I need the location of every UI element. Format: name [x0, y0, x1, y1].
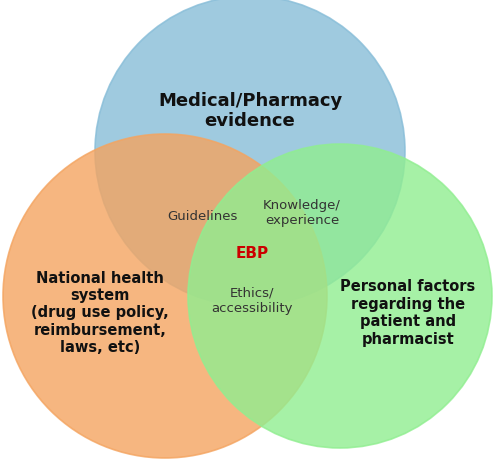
Text: Personal factors
regarding the
patient and
pharmacist: Personal factors regarding the patient a… [340, 279, 475, 347]
Text: Medical/Pharmacy
evidence: Medical/Pharmacy evidence [158, 91, 342, 130]
Text: EBP: EBP [236, 245, 268, 260]
Circle shape [188, 144, 492, 448]
Circle shape [95, 0, 405, 306]
Text: National health
system
(drug use policy,
reimbursement,
laws, etc): National health system (drug use policy,… [31, 271, 169, 355]
Text: Guidelines: Guidelines [167, 210, 237, 222]
Circle shape [3, 134, 327, 458]
Text: Knowledge/
experience: Knowledge/ experience [263, 199, 341, 227]
Text: Ethics/
accessibility: Ethics/ accessibility [211, 287, 293, 315]
